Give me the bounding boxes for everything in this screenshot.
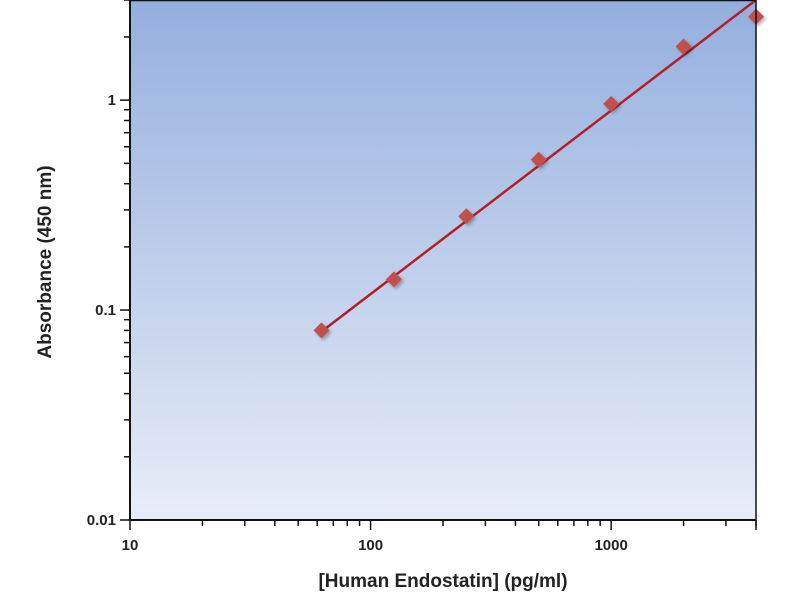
data-point (458, 208, 475, 225)
y-tick-label: 0.01 (87, 512, 116, 529)
data-point (675, 38, 692, 55)
data-point (313, 322, 330, 339)
data-point (385, 271, 402, 288)
y-axis-title: Absorbance (450 nm) (35, 165, 56, 358)
x-tick-label: 1000 (594, 537, 627, 554)
data-point (530, 151, 547, 168)
y-tick-label: 0.1 (95, 302, 116, 319)
x-tick-label: 10 (122, 537, 139, 554)
y-tick-label: 1 (108, 92, 116, 109)
plot-area (130, 0, 756, 520)
x-tick-label: 100 (358, 537, 383, 554)
data-point (603, 95, 620, 112)
x-axis-title: [Human Endostatin] (pg/ml) (318, 571, 567, 592)
